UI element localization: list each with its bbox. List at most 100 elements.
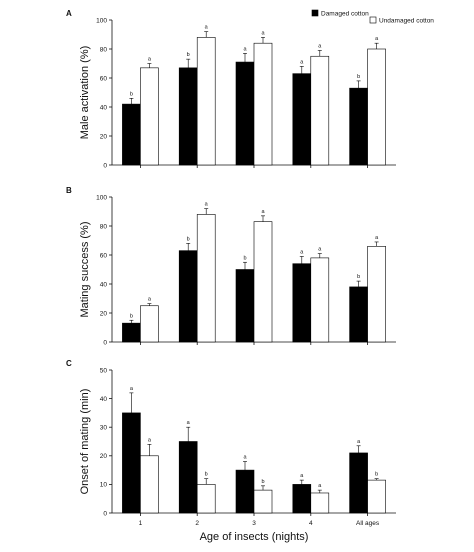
bar-c-damaged-1	[178, 441, 198, 514]
sig-letter-c-damaged-4: a	[357, 439, 361, 445]
sig-letter-b-undamaged-3: a	[318, 247, 322, 253]
sig-letter-b-undamaged-2: a	[261, 209, 265, 215]
sig-letter-a-damaged-1: b	[187, 52, 190, 58]
y-tick-label-c-0: 0	[103, 510, 107, 517]
y-tick-label-a-2: 40	[100, 104, 108, 111]
sig-letter-a-undamaged-2: a	[261, 30, 265, 36]
bar-b-damaged-2	[235, 269, 255, 343]
legend-swatch-damaged	[311, 9, 319, 17]
sig-letter-c-damaged-3: a	[300, 473, 304, 479]
legend-label-damaged: Damaged cotton	[321, 11, 369, 18]
bar-b-damaged-1	[178, 250, 198, 343]
sig-letter-c-undamaged-1: b	[205, 472, 208, 478]
y-axis-label-b: Mating success (%)	[79, 222, 91, 318]
y-tick-label-a-4: 80	[100, 46, 108, 53]
x-tick-label-1: 2	[195, 520, 199, 527]
sig-letter-c-damaged-2: a	[243, 455, 247, 461]
legend-swatch-undamaged	[369, 16, 377, 24]
y-tick-label-b-5: 100	[96, 194, 107, 201]
x-tick-label-2: 3	[252, 520, 256, 527]
sig-letter-c-undamaged-2: b	[261, 479, 264, 485]
sig-letter-b-undamaged-1: a	[205, 202, 209, 208]
bar-a-undamaged-0	[140, 67, 159, 166]
bar-c-damaged-3	[292, 484, 312, 514]
y-tick-label-c-5: 50	[100, 367, 108, 374]
y-tick-label-c-4: 40	[100, 396, 108, 403]
y-axis-label-a: Male activation (%)	[79, 46, 91, 140]
y-tick-label-b-3: 60	[100, 252, 108, 259]
sig-letter-b-damaged-3: a	[300, 249, 304, 255]
sig-letter-c-damaged-1: a	[187, 420, 191, 426]
bar-b-undamaged-0	[140, 305, 159, 343]
sig-letter-b-damaged-0: b	[130, 313, 133, 319]
y-tick-label-a-0: 0	[103, 162, 107, 169]
sig-letter-b-undamaged-4: a	[375, 235, 379, 241]
x-tick-label-4: All ages	[356, 520, 380, 527]
sig-letter-b-damaged-1: b	[187, 236, 190, 242]
x-axis-label: Age of insects (nights)	[200, 531, 309, 543]
y-tick-label-c-3: 30	[100, 425, 108, 432]
panel-c: C 0 10 20 30 40 50 Onset of mating (min) 1 a a 2 a b 3…	[66, 359, 396, 527]
bar-b-undamaged-1	[196, 214, 216, 343]
bar-a-damaged-2	[235, 61, 255, 166]
sig-letter-a-damaged-2: a	[243, 46, 247, 52]
bar-c-undamaged-3	[310, 492, 330, 514]
y-tick-label-b-0: 0	[103, 339, 107, 346]
sig-letter-a-damaged-4: b	[357, 74, 360, 80]
x-tick-label-3: 4	[309, 520, 313, 527]
sig-letter-a-undamaged-0: a	[148, 57, 152, 63]
bar-b-undamaged-2	[253, 221, 273, 343]
sig-letter-c-undamaged-0: a	[148, 437, 152, 443]
bar-a-undamaged-1	[196, 37, 216, 166]
bar-c-damaged-4	[349, 452, 368, 514]
y-tick-label-c-2: 20	[100, 453, 108, 460]
y-tick-label-a-5: 100	[96, 17, 107, 24]
bar-b-undamaged-3	[310, 257, 330, 343]
bar-c-undamaged-0	[140, 455, 159, 514]
y-tick-label-a-3: 60	[100, 75, 108, 82]
bar-b-damaged-4	[349, 286, 368, 343]
y-tick-label-b-4: 80	[100, 223, 108, 230]
bar-c-undamaged-4	[367, 479, 386, 514]
bar-b-damaged-0	[122, 322, 141, 343]
bar-c-undamaged-2	[253, 489, 273, 514]
bar-a-damaged-4	[349, 87, 368, 166]
panel-a: A 0 20 40 60 80 100 Male activation (%) b a b a a a a a…	[66, 9, 396, 169]
y-tick-label-b-2: 40	[100, 281, 108, 288]
y-axis-label-c: Onset of mating (min)	[79, 389, 91, 495]
panel-b: B 0 20 40 60 80 100 Mating success (%) b a b a b a a a b…	[66, 186, 396, 346]
sig-letter-c-undamaged-3: a	[318, 483, 322, 489]
sig-letter-b-damaged-2: b	[243, 255, 246, 261]
bar-b-damaged-3	[292, 263, 312, 343]
panel-label-c: C	[66, 359, 72, 368]
sig-letter-a-damaged-3: a	[300, 59, 304, 65]
bar-c-damaged-2	[235, 469, 255, 514]
sig-letter-c-damaged-0: a	[130, 386, 134, 392]
sig-letter-c-undamaged-4: b	[375, 472, 378, 478]
panel-label-b: B	[66, 186, 72, 195]
y-tick-label-c-1: 10	[100, 482, 108, 489]
sig-letter-a-undamaged-3: a	[318, 43, 322, 49]
bar-a-undamaged-4	[367, 48, 386, 166]
bar-a-undamaged-3	[310, 55, 330, 166]
sig-letter-a-undamaged-4: a	[375, 36, 379, 42]
bar-a-damaged-0	[122, 103, 141, 166]
sig-letter-a-damaged-0: b	[130, 91, 133, 97]
sig-letter-b-damaged-4: b	[357, 274, 360, 280]
legend-label-undamaged: Undamaged cotton	[379, 18, 434, 25]
legend: Damaged cotton Undamaged cotton	[311, 9, 434, 25]
sig-letter-b-undamaged-0: a	[148, 297, 152, 303]
bar-a-damaged-3	[292, 73, 312, 166]
bar-b-undamaged-4	[367, 246, 386, 343]
y-tick-label-b-1: 20	[100, 310, 108, 317]
y-tick-label-a-1: 20	[100, 133, 108, 140]
bar-a-undamaged-2	[253, 42, 273, 166]
bar-c-damaged-0	[122, 412, 141, 514]
bar-a-damaged-1	[178, 67, 198, 166]
panel-label-a: A	[66, 9, 72, 18]
x-tick-label-0: 1	[139, 520, 143, 527]
sig-letter-a-undamaged-1: a	[205, 25, 209, 31]
bar-c-undamaged-1	[196, 484, 216, 514]
